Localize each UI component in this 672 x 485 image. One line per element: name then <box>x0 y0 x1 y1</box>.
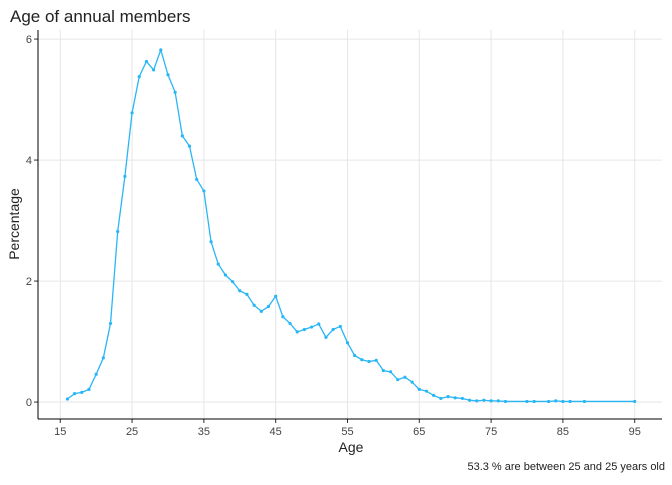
data-point <box>381 369 385 373</box>
data-point <box>87 387 91 391</box>
data-point <box>152 68 156 72</box>
data-point <box>417 387 421 391</box>
data-point <box>80 390 84 394</box>
data-point <box>317 322 321 326</box>
data-point <box>94 372 98 376</box>
x-tick-label: 85 <box>557 426 569 438</box>
chart-title: Age of annual members <box>10 7 191 26</box>
data-point <box>424 389 429 393</box>
data-point <box>496 399 500 403</box>
data-point <box>467 398 472 402</box>
x-tick-label: 55 <box>341 426 353 438</box>
data-point <box>173 90 177 94</box>
data-point <box>302 327 307 332</box>
x-tick-label: 25 <box>126 426 138 438</box>
data-point <box>410 380 414 384</box>
data-point <box>73 391 77 396</box>
y-tick-label: 6 <box>26 34 32 46</box>
data-point <box>116 229 120 234</box>
data-line <box>67 47 635 403</box>
data-point <box>532 399 536 404</box>
data-point <box>403 375 407 379</box>
data-point <box>503 399 508 404</box>
x-tick-label: 15 <box>54 426 66 438</box>
data-point <box>489 399 493 403</box>
data-point <box>439 396 443 401</box>
data-point <box>324 335 328 339</box>
data-point <box>525 399 529 404</box>
data-point <box>338 324 342 329</box>
data-point <box>245 292 249 296</box>
data-point <box>360 358 364 362</box>
data-point <box>453 396 457 400</box>
data-point <box>159 48 163 52</box>
data-point <box>554 399 558 403</box>
data-point <box>216 262 220 266</box>
data-point <box>633 399 637 404</box>
x-tick-label: 65 <box>413 426 425 438</box>
data-point <box>460 396 464 401</box>
data-point <box>108 321 113 326</box>
data-point <box>432 393 436 398</box>
x-axis-label: Age <box>339 439 364 455</box>
data-point <box>396 378 400 382</box>
data-point <box>582 399 587 404</box>
y-axis-label: Percentage <box>6 188 22 260</box>
data-point <box>252 303 256 307</box>
data-point <box>166 73 170 77</box>
x-tick-label: 35 <box>198 426 210 438</box>
data-point <box>561 399 565 404</box>
data-point <box>345 341 350 345</box>
x-tick-label: 95 <box>629 426 641 438</box>
data-point <box>65 397 70 401</box>
data-point <box>446 395 450 399</box>
data-point <box>353 353 357 358</box>
x-tick-label: 45 <box>270 426 282 438</box>
data-point <box>367 359 371 364</box>
data-point <box>144 59 149 64</box>
data-point <box>568 399 572 404</box>
data-point <box>223 273 228 277</box>
data-point <box>281 315 285 319</box>
data-point <box>101 356 105 360</box>
data-point <box>295 330 299 334</box>
data-point <box>259 309 263 313</box>
data-point <box>180 134 184 138</box>
data-point <box>202 189 206 193</box>
data-point <box>130 111 134 115</box>
x-tick-label: 75 <box>485 426 497 438</box>
data-point <box>288 321 292 326</box>
y-tick-label: 4 <box>26 155 32 167</box>
data-point <box>482 398 486 402</box>
data-point <box>230 280 235 284</box>
data-point <box>546 399 551 404</box>
data-point <box>331 327 335 332</box>
data-point <box>123 174 127 179</box>
data-point <box>187 144 192 148</box>
data-point <box>137 74 141 79</box>
caption: 53.3 % are between 25 and 25 years old <box>467 461 665 473</box>
y-tick-label: 2 <box>26 276 32 288</box>
data-point <box>475 399 479 403</box>
y-tick-label: 0 <box>26 397 32 409</box>
data-point <box>388 370 393 374</box>
data-point <box>309 325 314 329</box>
data-point <box>274 294 278 298</box>
data-point <box>238 289 242 293</box>
data-point <box>374 358 378 362</box>
data-point <box>209 240 213 244</box>
data-point <box>266 304 271 309</box>
data-point <box>195 177 199 182</box>
